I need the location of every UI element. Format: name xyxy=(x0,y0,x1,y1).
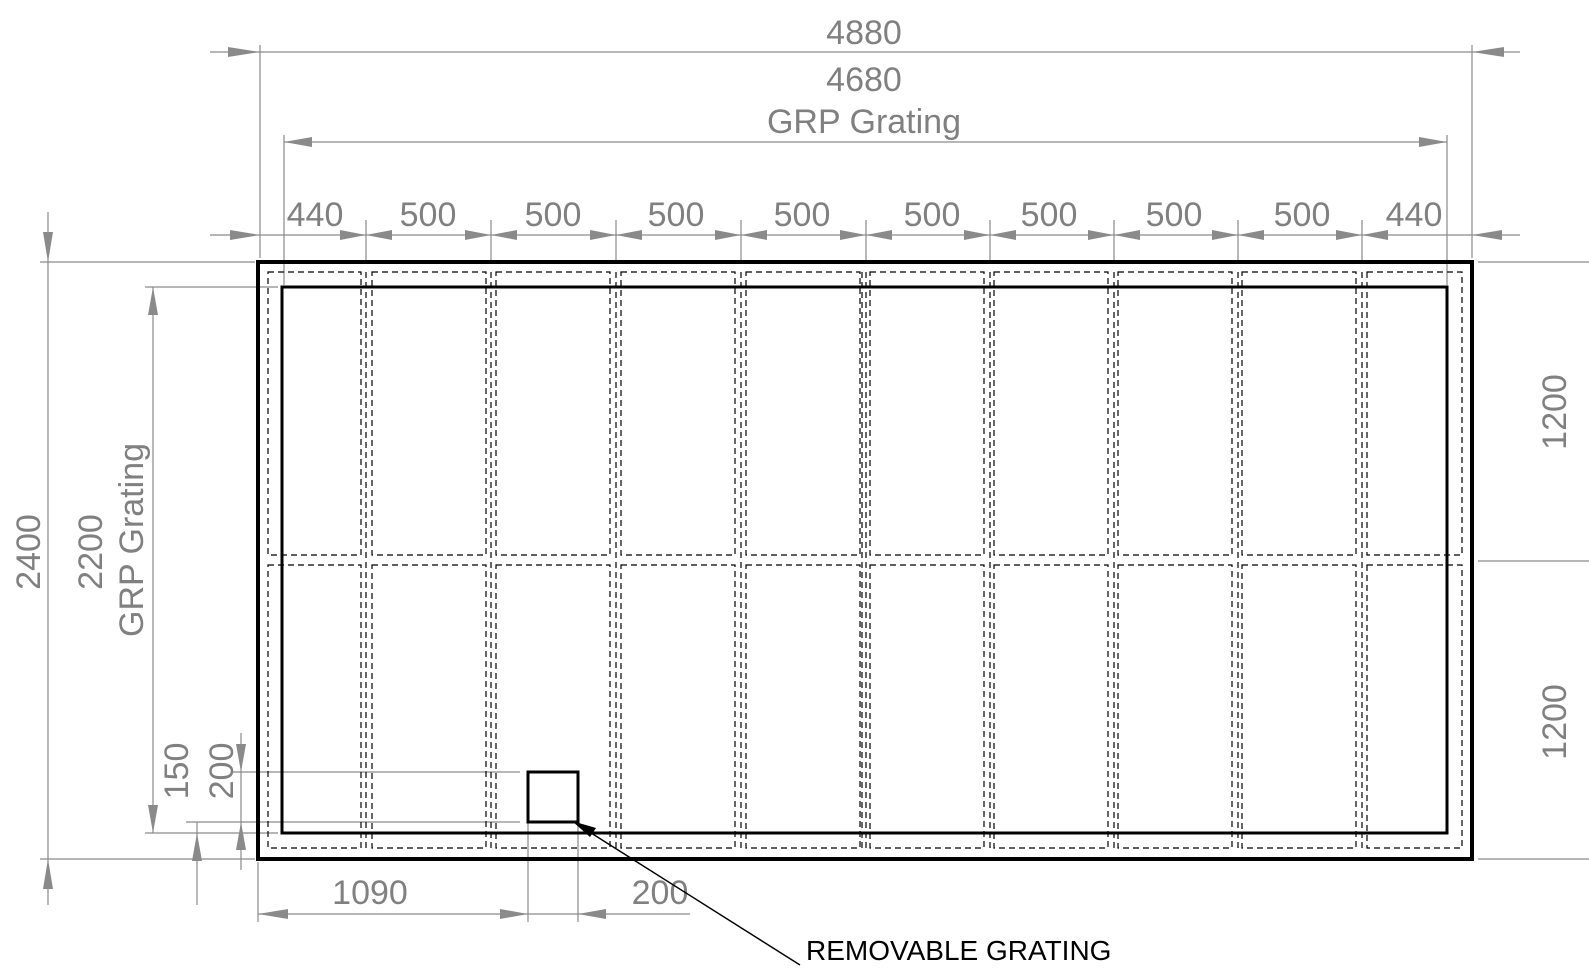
panel-width-5: 500 xyxy=(774,196,831,234)
grating-boundary xyxy=(280,285,1449,835)
grating-height-caption: GRP Grating xyxy=(113,443,151,637)
grating-panels xyxy=(267,271,1463,849)
right-height-dimensions: 1200 1200 xyxy=(1478,261,1589,860)
overall-height-dimension: 2400 xyxy=(10,212,255,905)
opening-height-label: 200 xyxy=(203,743,241,800)
opening-offset-x-label: 1090 xyxy=(332,874,408,912)
panel-width-4: 500 xyxy=(648,196,705,234)
overall-width-label: 4880 xyxy=(826,14,902,52)
panel-width-2: 500 xyxy=(400,196,457,234)
panel-width-chain: 440 500 500 500 500 500 500 500 500 440 xyxy=(210,196,1520,262)
opening-width-label: 200 xyxy=(632,874,689,912)
grating-height-value: 2200 xyxy=(72,514,110,590)
opening-vertical-dimensions: 150 200 xyxy=(158,733,520,905)
panel-width-6: 500 xyxy=(904,196,961,234)
panel-width-1: 440 xyxy=(287,196,344,234)
overall-width-dimension: 4880 xyxy=(210,14,1520,258)
grating-width-caption: GRP Grating xyxy=(767,103,961,141)
panel-width-9: 500 xyxy=(1274,196,1331,234)
removable-grating-callout: REMOVABLE GRATING xyxy=(572,821,1111,966)
right-height-upper: 1200 xyxy=(1536,374,1574,450)
panel-width-10: 440 xyxy=(1386,196,1443,234)
right-height-lower: 1200 xyxy=(1536,684,1574,760)
grating-height-dimension: 2200 GRP Grating xyxy=(72,286,278,834)
grating-width-dimension: 4680 GRP Grating xyxy=(283,61,1448,285)
outer-frame xyxy=(256,260,1474,861)
removable-grating-note: REMOVABLE GRATING xyxy=(806,935,1111,966)
opening-offset-y-label: 150 xyxy=(158,743,196,800)
removable-grating-hatch xyxy=(526,770,580,824)
opening-horizontal-dimensions: 1090 200 xyxy=(257,822,690,922)
panel-width-7: 500 xyxy=(1021,196,1078,234)
panel-width-8: 500 xyxy=(1146,196,1203,234)
grating-width-value: 4680 xyxy=(826,61,902,99)
panel-width-3: 500 xyxy=(525,196,582,234)
overall-height-label: 2400 xyxy=(10,514,48,590)
